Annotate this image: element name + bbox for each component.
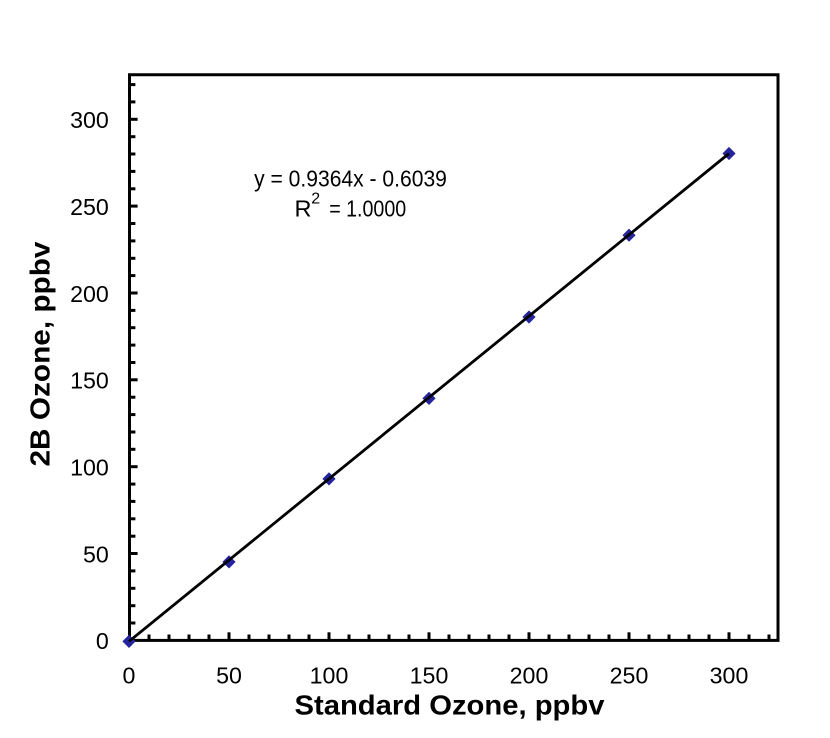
svg-text:200: 200 xyxy=(510,663,549,689)
svg-text:R: R xyxy=(295,196,312,222)
svg-text:100: 100 xyxy=(310,663,349,689)
svg-text:= 1.0000: = 1.0000 xyxy=(329,196,406,222)
svg-text:150: 150 xyxy=(410,663,449,689)
svg-text:y = 0.9364x - 0.6039: y = 0.9364x - 0.6039 xyxy=(254,166,447,192)
svg-text:50: 50 xyxy=(216,663,242,689)
svg-text:100: 100 xyxy=(70,455,109,481)
svg-text:250: 250 xyxy=(610,663,649,689)
svg-text:Standard Ozone, ppbv: Standard Ozone, ppbv xyxy=(295,690,605,721)
svg-text:200: 200 xyxy=(70,281,109,307)
svg-text:250: 250 xyxy=(70,194,109,220)
svg-text:2B Ozone, ppbv: 2B Ozone, ppbv xyxy=(25,241,56,466)
svg-text:2: 2 xyxy=(311,190,320,207)
svg-text:300: 300 xyxy=(710,663,749,689)
svg-text:0: 0 xyxy=(123,663,136,689)
svg-text:50: 50 xyxy=(83,541,109,567)
svg-text:300: 300 xyxy=(70,107,109,133)
svg-text:150: 150 xyxy=(70,368,109,394)
svg-text:0: 0 xyxy=(96,628,109,654)
